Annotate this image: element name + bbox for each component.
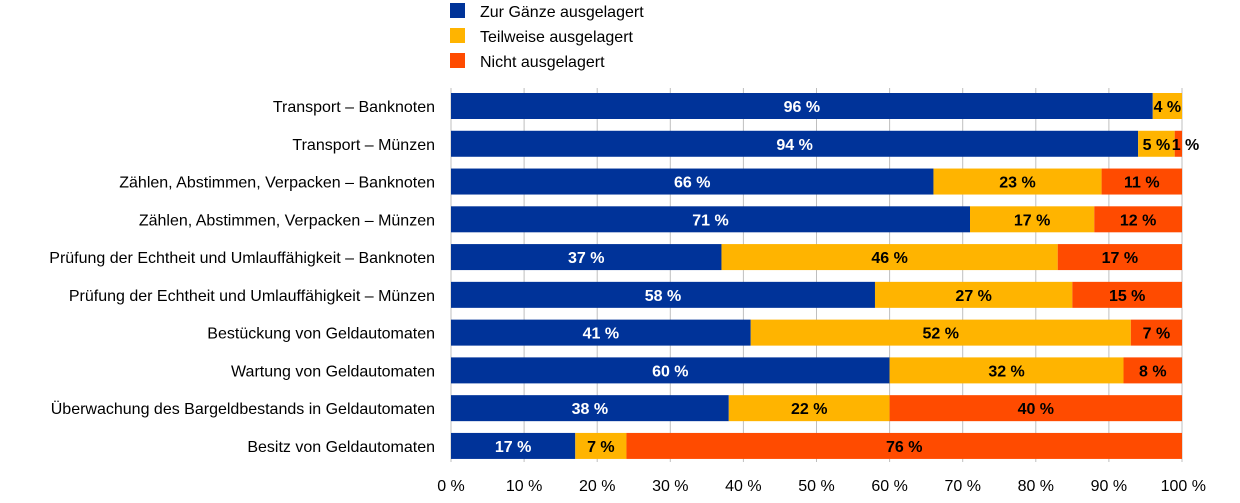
data-label: 94 % [776, 137, 812, 154]
legend-swatch [450, 53, 465, 68]
x-tick-label: 90 % [1091, 478, 1127, 495]
bar-segment [1057, 244, 1182, 271]
data-label: 12 % [1120, 212, 1156, 229]
bar-segment [451, 93, 1153, 119]
legend-label: Nicht ausgelagert [480, 54, 605, 71]
bar-segment [970, 206, 1095, 233]
bar-segment [1101, 168, 1182, 195]
legend-label: Teilweise ausgelagert [480, 29, 634, 46]
x-tick-label: 10 % [506, 478, 542, 495]
category-label: Transport – Münzen [292, 137, 435, 154]
data-label: 37 % [568, 250, 604, 267]
bar-segment [451, 357, 890, 384]
bar-segment [933, 168, 1102, 195]
data-label: 27 % [955, 288, 991, 305]
category-label: Zählen, Abstimmen, Verpacken – Banknoten [119, 175, 435, 192]
data-label: 5 % [1143, 137, 1171, 154]
category-label: Zählen, Abstimmen, Verpacken – Münzen [139, 212, 435, 229]
data-label: 52 % [923, 326, 959, 343]
data-label: 60 % [652, 363, 688, 380]
data-label: 8 % [1139, 363, 1167, 380]
data-label: 23 % [999, 175, 1035, 192]
bar-segment [1138, 130, 1175, 157]
data-label: 32 % [988, 363, 1024, 380]
data-label: 11 % [1124, 175, 1160, 192]
bar-segment [451, 206, 971, 233]
category-label: Prüfung der Echtheit und Umlauffähigkeit… [69, 288, 435, 305]
category-labels: Transport – Banknoten Transport – Münzen Z… [49, 99, 435, 456]
bar-segment [451, 168, 934, 195]
data-label: 22 % [791, 401, 827, 418]
x-tick-label: 60 % [871, 478, 907, 495]
category-label: Bestückung von Geldautomaten [207, 326, 435, 343]
data-label: 7 % [587, 439, 615, 456]
data-label: 38 % [572, 401, 608, 418]
x-tick-label: 80 % [1018, 478, 1054, 495]
data-label: 71 % [692, 212, 728, 229]
bar-segment [1094, 206, 1182, 233]
data-label: 4 % [1154, 99, 1182, 116]
category-label: Prüfung der Echtheit und Umlauffähigkeit… [49, 250, 435, 267]
bar-segment [575, 432, 627, 459]
bar-segment [1123, 357, 1182, 384]
data-label: 76 % [886, 439, 922, 456]
data-label: 46 % [871, 250, 907, 267]
bar-segment [874, 281, 1073, 308]
data-label: 7 % [1143, 326, 1171, 343]
bar-segment [1072, 281, 1182, 308]
bar-segment [451, 395, 729, 422]
data-label: 15 % [1109, 288, 1145, 305]
bar-segment [889, 395, 1182, 422]
x-axis-tick-labels: 0 % 10 % 20 % 30 % 40 % 50 % 60 % 70 % 80 % 90 % 1… [437, 478, 1206, 495]
x-tick-label: 20 % [579, 478, 615, 495]
category-label: Überwachung des Bargeldbestands in Gelda… [51, 400, 435, 418]
bar-segment [889, 357, 1124, 384]
bar-segment [1152, 93, 1182, 119]
data-label: 1 % [1172, 137, 1200, 154]
bar-segment [451, 432, 576, 459]
data-label: 41 % [583, 326, 619, 343]
x-tick-label: 70 % [944, 478, 980, 495]
category-label: Transport – Banknoten [273, 99, 435, 116]
legend-label: Zur Gänze ausgelagert [480, 4, 644, 21]
x-tick-label: 40 % [725, 478, 761, 495]
data-label: 17 % [495, 439, 531, 456]
bar-segment [1130, 319, 1182, 346]
bar-segment [626, 432, 1182, 459]
data-label: 17 % [1102, 250, 1138, 267]
bar-segment [451, 319, 751, 346]
legend: Zur Gänze ausgelagert Teilweise ausgelage… [450, 3, 644, 71]
bar-segment [728, 395, 890, 422]
bar-segment [721, 244, 1058, 271]
category-label: Wartung von Geldautomaten [231, 363, 435, 380]
x-tick-label: 100 % [1161, 478, 1206, 495]
bar-segment [451, 130, 1139, 157]
bar-segment [750, 319, 1131, 346]
x-tick-label: 0 % [437, 478, 465, 495]
data-label: 96 % [784, 99, 820, 116]
bar-segment [451, 244, 722, 271]
data-label: 17 % [1014, 212, 1050, 229]
x-tick-label: 30 % [652, 478, 688, 495]
category-label: Besitz von Geldautomaten [247, 439, 435, 456]
bar-segment [1174, 130, 1182, 157]
data-label: 66 % [674, 175, 710, 192]
x-tick-label: 50 % [798, 478, 834, 495]
data-label: 58 % [645, 288, 681, 305]
data-label: 40 % [1018, 401, 1054, 418]
legend-swatch [450, 28, 465, 43]
legend-swatch [450, 3, 465, 18]
bar-segment [451, 281, 875, 308]
bars: 96 % 4 % 94 % 5 % 1 % 66 % 23 % 11 % 71 % 17 % 12 … [451, 93, 1199, 459]
